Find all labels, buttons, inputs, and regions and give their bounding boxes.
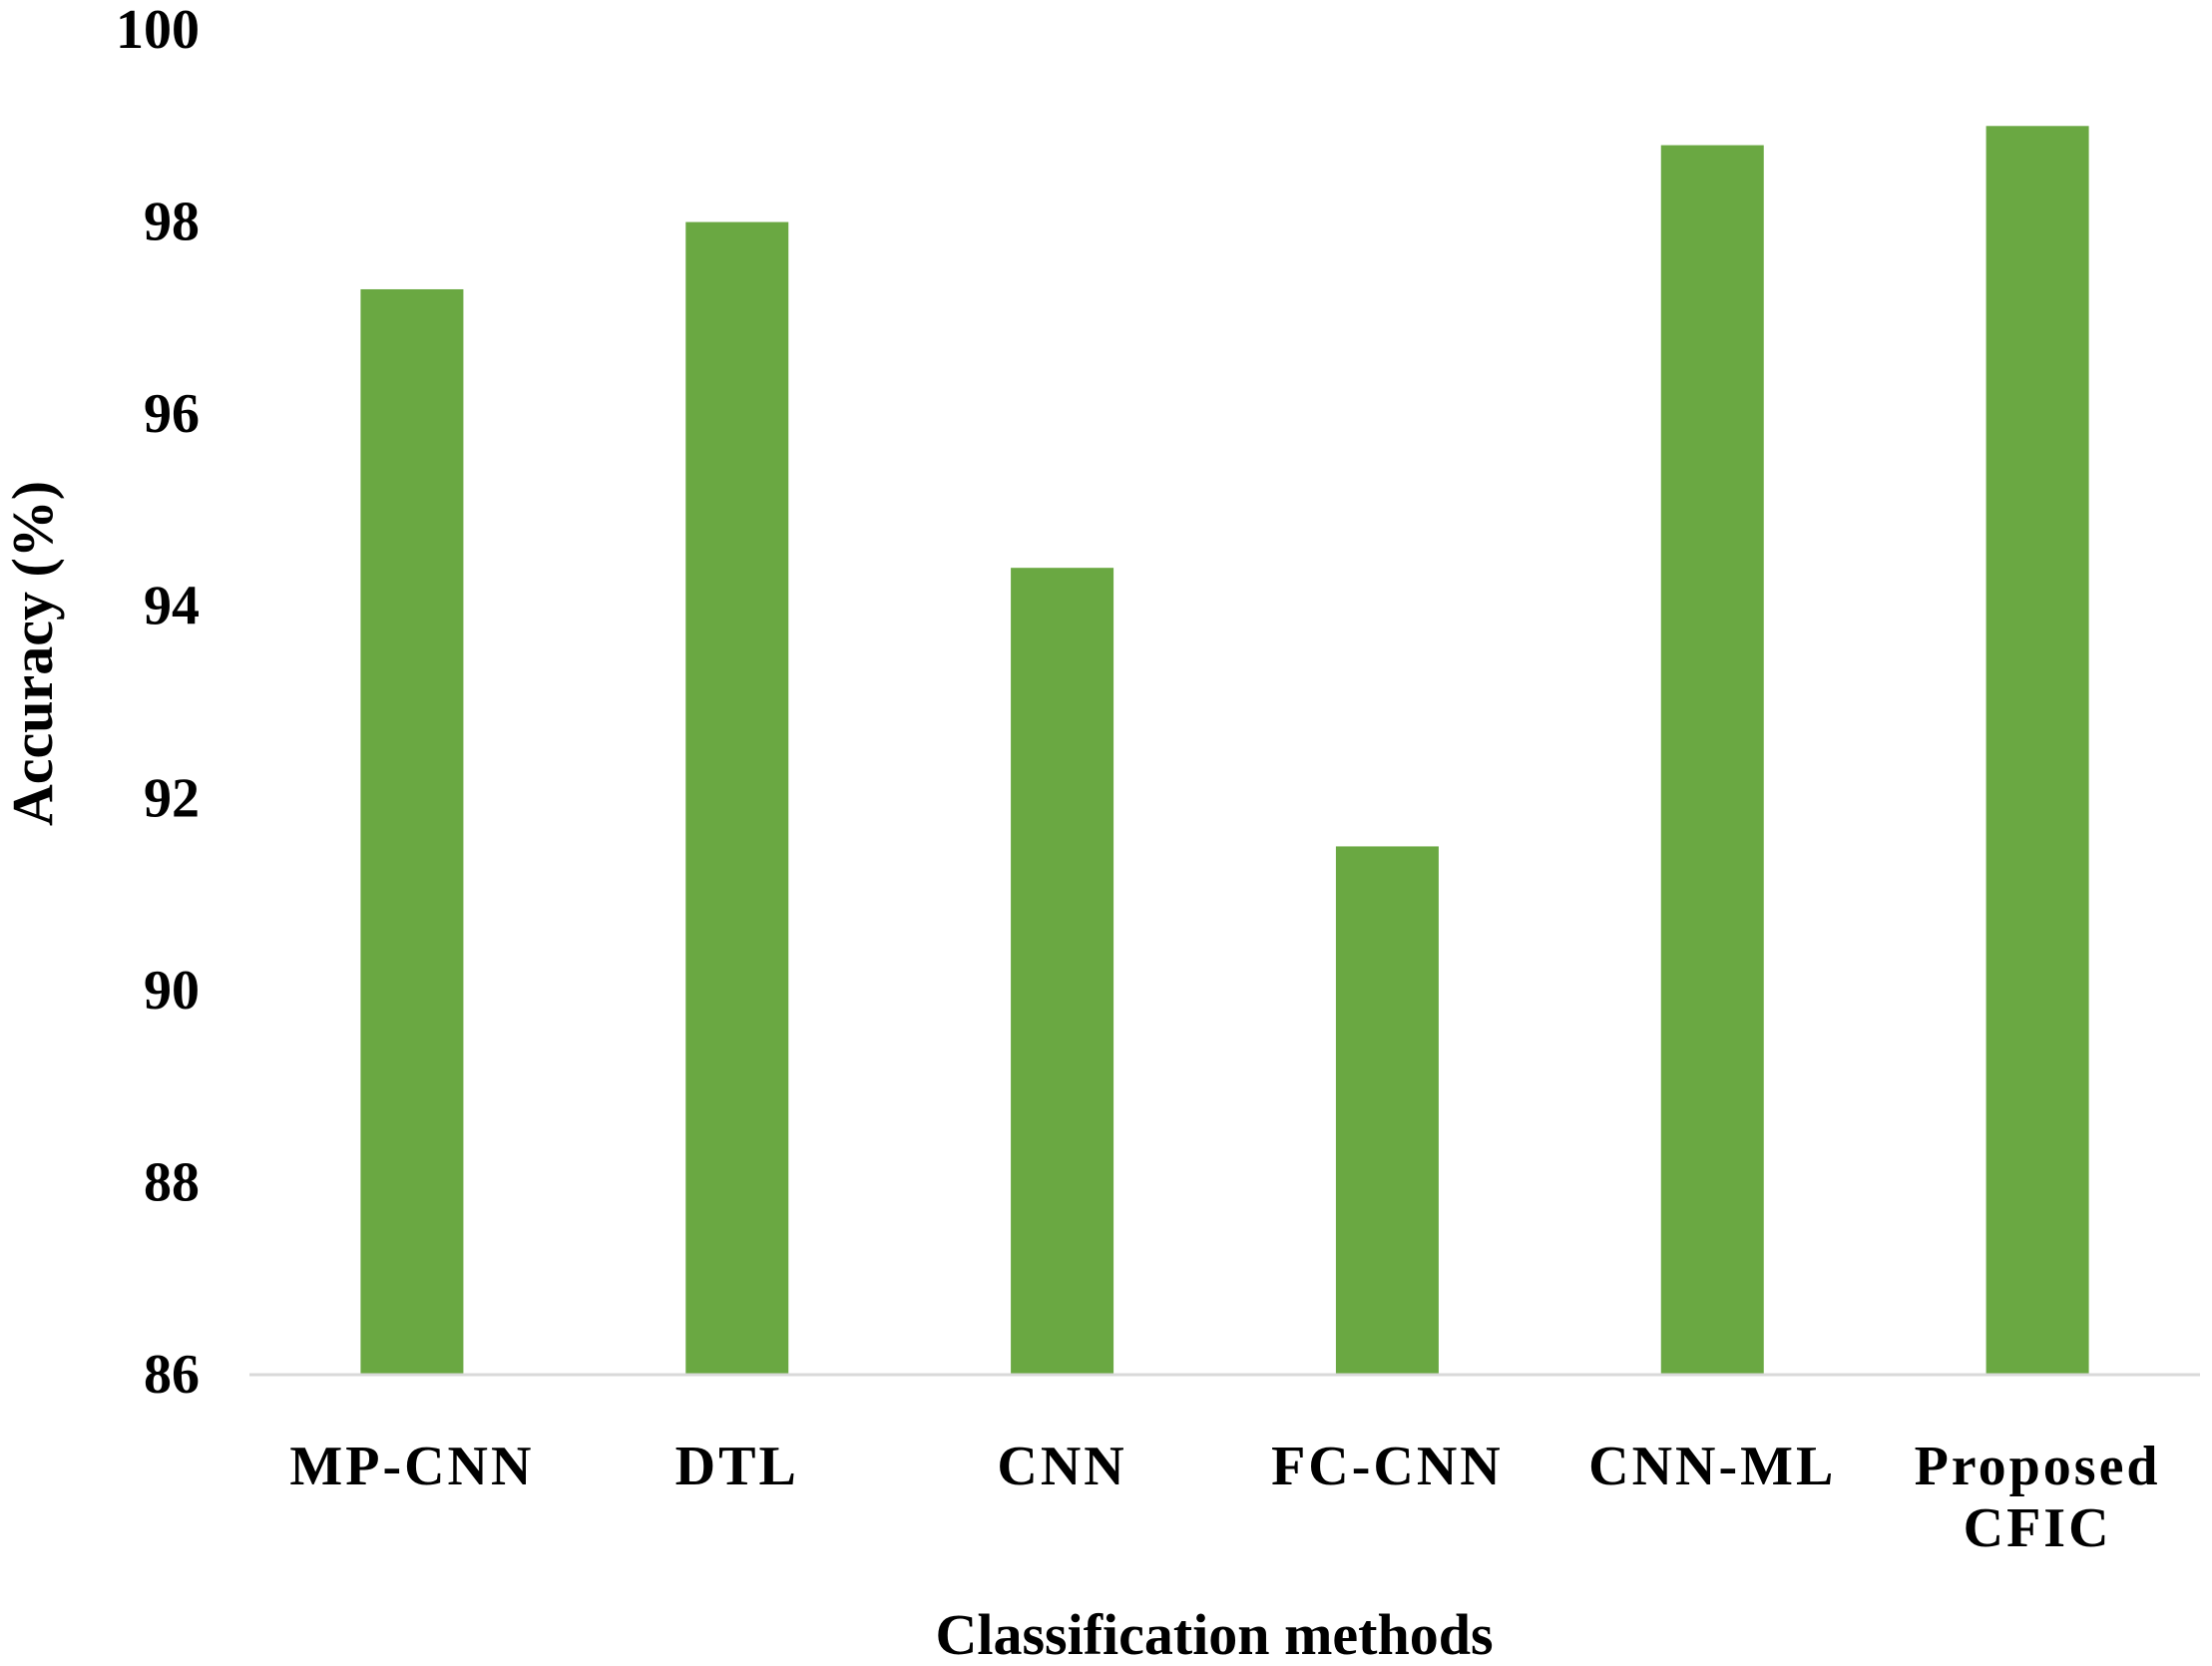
bar <box>360 288 464 1375</box>
x-tick-label: CNN <box>997 1436 1126 1497</box>
x-tick-label: FC-CNN <box>1271 1436 1504 1497</box>
x-axis-tick-labels: MP-CNN DTL CNN FC-CNN CNN-ML Proposed CFIC <box>289 1436 2161 1559</box>
x-tick-label-line: CFIC <box>1964 1497 2112 1559</box>
x-tick-label: Proposed CFIC <box>1915 1436 2161 1559</box>
y-tick-label: 88 <box>144 1151 200 1213</box>
bar <box>1335 846 1439 1375</box>
y-tick-label: 100 <box>116 0 200 61</box>
y-tick-label: 94 <box>144 576 200 637</box>
y-tick-label: 92 <box>144 767 200 829</box>
x-tick-label-line: MP-CNN <box>289 1436 534 1497</box>
bars <box>360 126 2089 1376</box>
y-axis-title: Accuracy (%) <box>0 481 65 826</box>
x-tick-label: CNN-ML <box>1588 1436 1836 1497</box>
x-tick-label: MP-CNN <box>289 1436 534 1497</box>
x-tick-label-line: CNN <box>997 1436 1126 1497</box>
y-tick-label: 96 <box>144 383 200 445</box>
bar <box>1011 568 1114 1375</box>
x-tick-label: DTL <box>675 1436 799 1497</box>
bar <box>1660 145 1764 1376</box>
y-tick-label: 90 <box>144 960 200 1022</box>
y-tick-label: 86 <box>144 1344 200 1406</box>
x-tick-label-line: Proposed <box>1915 1436 2161 1497</box>
y-axis-tick-labels: 86 88 90 92 94 96 98 100 <box>116 0 200 1406</box>
x-axis-title: Classification methods <box>935 1602 1493 1666</box>
x-tick-label-line: DTL <box>675 1436 799 1497</box>
x-tick-label-line: CNN-ML <box>1588 1436 1836 1497</box>
bar <box>1986 126 2089 1375</box>
bar <box>685 221 789 1376</box>
x-tick-label-line: FC-CNN <box>1271 1436 1504 1497</box>
y-tick-label: 98 <box>144 192 200 253</box>
